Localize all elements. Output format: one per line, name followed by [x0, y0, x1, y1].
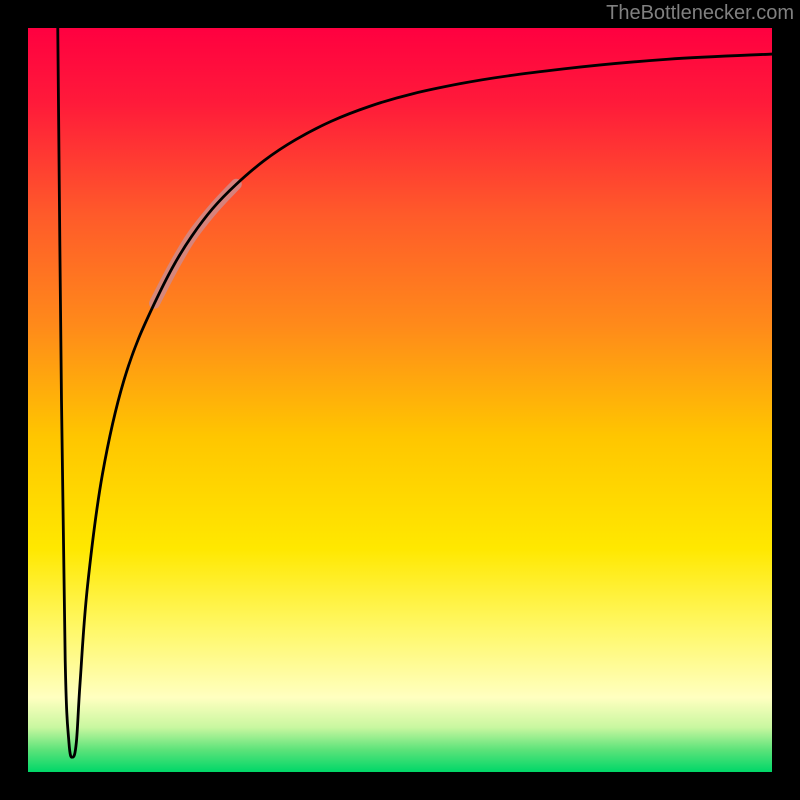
plot-background: [28, 28, 772, 772]
chart-root: TheBottlenecker.com: [0, 0, 800, 800]
bottleneck-chart: [0, 0, 800, 800]
watermark-text: TheBottlenecker.com: [606, 2, 794, 25]
